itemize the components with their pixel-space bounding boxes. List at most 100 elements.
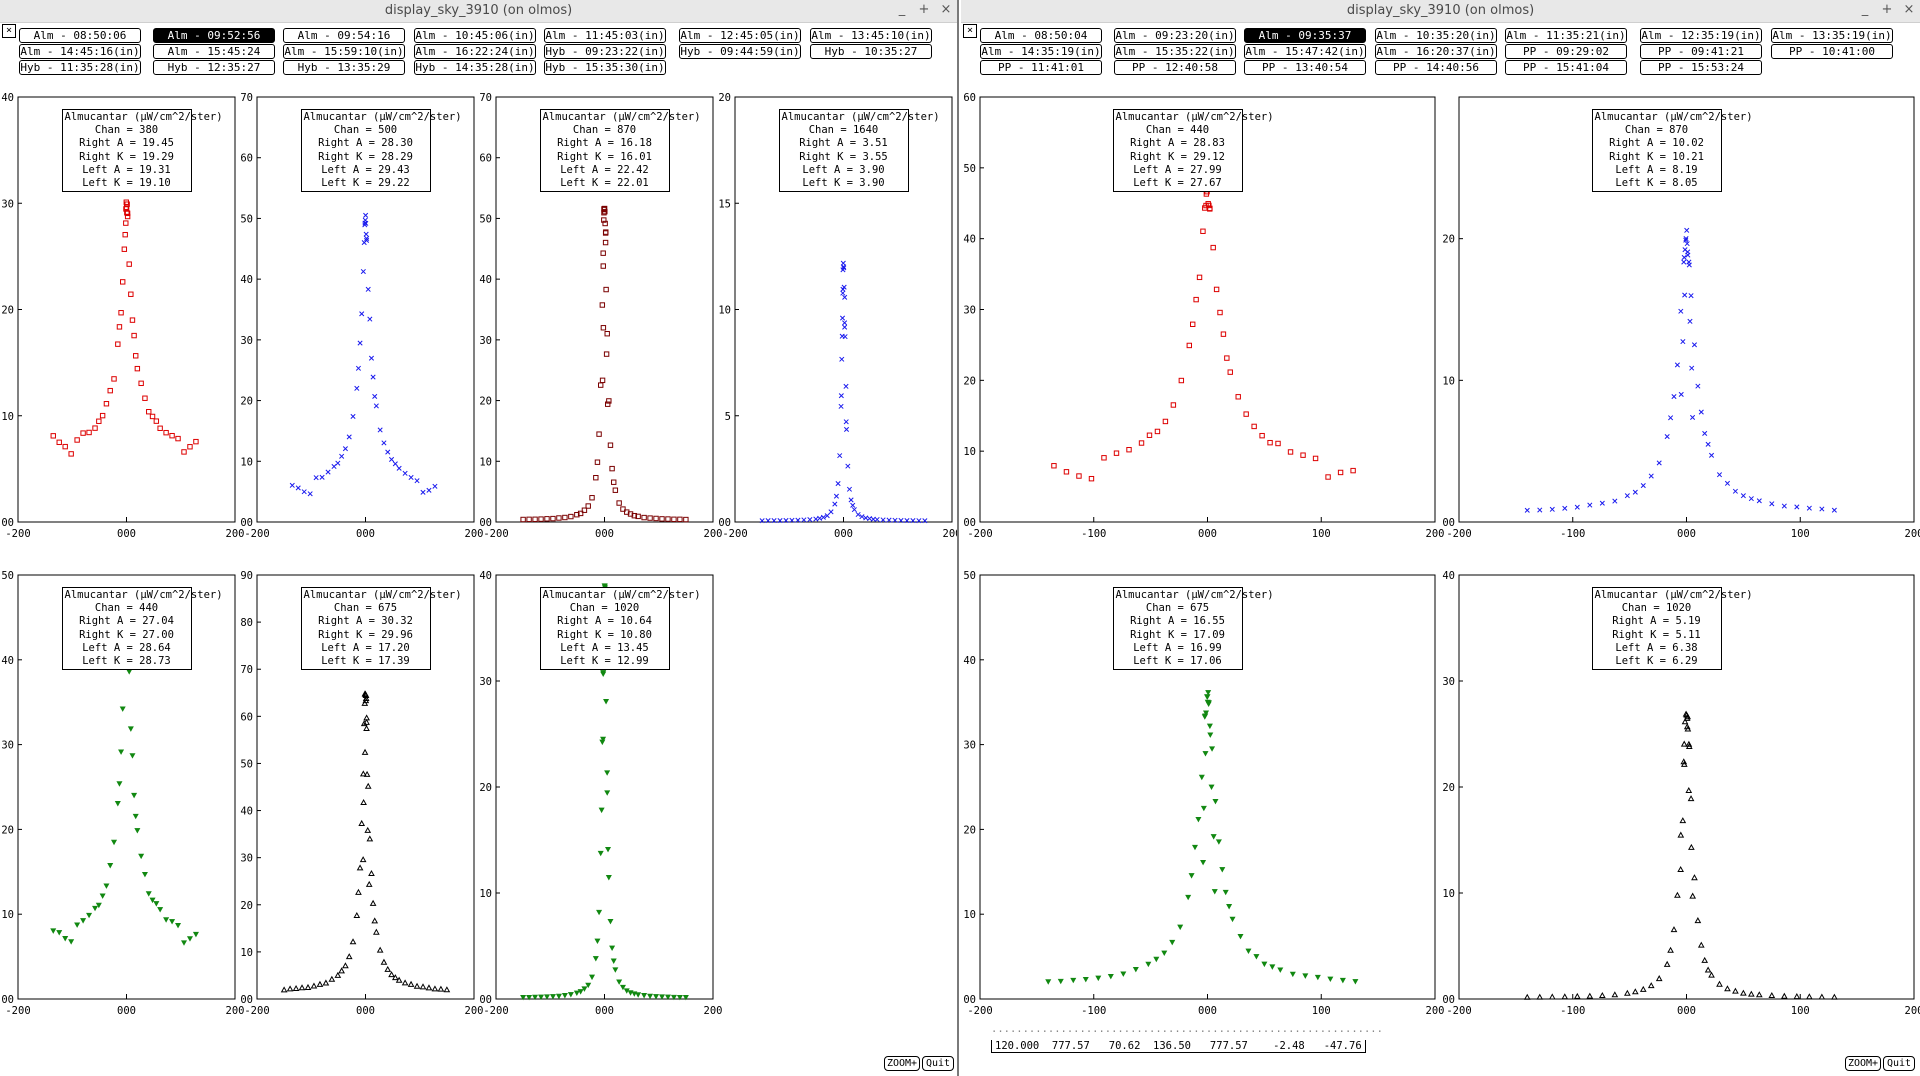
scan-button[interactable]: Alm - 13:45:10(in) [810, 28, 932, 43]
data-point [372, 393, 378, 400]
minimize-icon[interactable]: _ [898, 2, 906, 17]
data-point [391, 974, 399, 981]
data-point [1524, 507, 1530, 513]
scan-button[interactable]: Hyb - 10:35:27 [810, 44, 932, 59]
scan-button[interactable]: PP - 10:41:00 [1771, 44, 1893, 59]
scan-button[interactable]: PP - 09:41:21 [1640, 44, 1762, 59]
zoom-button[interactable]: ZOOM+ [884, 1056, 920, 1071]
data-point [842, 294, 848, 300]
scan-button[interactable]: Alm - 16:20:37(in) [1375, 44, 1497, 59]
scan-button[interactable]: Alm - 15:59:10(in) [283, 44, 405, 59]
legend-line: Left K = 17.06 [1133, 655, 1222, 668]
data-point [1202, 205, 1208, 211]
scan-button[interactable]: Alm - 16:22:24(in) [414, 44, 536, 59]
x-tick-label: 200 [704, 528, 723, 540]
y-tick-label: 5 [725, 411, 731, 423]
scan-button[interactable]: Alm - 08:50:06 [19, 28, 141, 43]
scan-button[interactable]: Alm - 09:54:16 [283, 28, 405, 43]
zoom-button[interactable]: ZOOM+ [1845, 1056, 1881, 1071]
almucantar-plot: 00 10 20 30 40 50 60 70 -200 000 200 Almucantar (µW… [479, 92, 722, 540]
data-point [96, 418, 102, 424]
data-point [86, 429, 92, 436]
data-point [1222, 889, 1229, 896]
data-point [1339, 977, 1346, 984]
data-point [129, 317, 136, 323]
corner-close-icon[interactable]: × [963, 24, 977, 38]
data-point [603, 286, 609, 293]
x-tick-label: -200 [967, 528, 992, 540]
scan-button[interactable]: Alm - 15:35:22(in) [1114, 44, 1236, 59]
data-point [1196, 274, 1203, 281]
scan-button[interactable]: Alm - 15:45:24 [153, 44, 275, 59]
legend-box: Almucantar (µW/cm^2/ster) Chan = 380 Right… [61, 109, 223, 193]
x-tick-label: 000 [117, 528, 136, 540]
data-point [1680, 760, 1688, 767]
scan-button[interactable]: Alm - 12:45:05(in) [679, 28, 801, 43]
right-titlebar[interactable]: display_sky_3910 (on olmos) _ + × [961, 0, 1920, 23]
scan-button[interactable]: Hyb - 11:35:28(in) [19, 60, 141, 75]
scan-button[interactable]: Alm - 10:35:20(in) [1375, 28, 1497, 43]
scan-button[interactable]: Alm - 11:45:03(in) [544, 28, 666, 43]
scan-button[interactable]: Alm - 09:52:56 [153, 28, 275, 43]
scan-button[interactable]: PP - 09:29:02 [1505, 44, 1627, 59]
data-point [801, 517, 807, 523]
corner-close-icon[interactable]: × [2, 24, 16, 38]
scan-button[interactable]: Hyb - 12:35:27 [153, 60, 275, 75]
y-tick-label: 30 [479, 676, 492, 688]
scan-button[interactable]: Alm - 13:35:19(in) [1771, 28, 1893, 43]
data-point [376, 946, 384, 953]
data-point [111, 376, 117, 382]
scan-button[interactable]: PP - 14:40:56 [1375, 60, 1497, 75]
data-point [1269, 964, 1276, 970]
scan-button[interactable]: Alm - 09:23:20(in) [1114, 28, 1236, 43]
scan-button[interactable]: Alm - 14:35:19(in) [980, 44, 1102, 59]
data-point [133, 353, 139, 359]
quit-button[interactable]: Quit [922, 1056, 954, 1071]
scan-button[interactable]: Alm - 15:47:42(in) [1244, 44, 1366, 59]
data-point [359, 856, 367, 863]
data-point [361, 748, 369, 755]
data-point [562, 514, 568, 521]
y-tick-label: 20 [1, 824, 14, 836]
x-tick-label: -100 [1560, 528, 1585, 540]
data-point [1126, 447, 1132, 453]
data-point [573, 990, 580, 997]
data-point [107, 387, 113, 394]
quit-button[interactable]: Quit [1883, 1056, 1915, 1071]
data-point [641, 993, 648, 999]
scan-button[interactable]: Hyb - 15:35:30(in) [544, 60, 666, 75]
scan-button[interactable]: Hyb - 14:35:28(in) [414, 60, 536, 75]
data-point [359, 311, 365, 317]
close-icon[interactable]: × [1903, 2, 1915, 17]
scan-button[interactable]: Hyb - 13:35:29 [283, 60, 405, 75]
data-point [114, 801, 121, 807]
scan-button[interactable]: PP - 13:40:54 [1244, 60, 1366, 75]
maximize-icon[interactable]: + [1881, 2, 1893, 17]
plot-canvas: 00 10 20 30 40 -200 000 200 [479, 570, 722, 1017]
scan-button[interactable]: PP - 15:41:04 [1505, 60, 1627, 75]
data-point [1683, 711, 1691, 718]
scan-button[interactable]: Alm - 08:50:04 [980, 28, 1102, 43]
legend-title: Almucantar (µW/cm^2/ster) [1115, 111, 1274, 123]
close-icon[interactable]: × [940, 2, 952, 17]
left-titlebar[interactable]: display_sky_3910 (on olmos) _ + × [0, 0, 957, 23]
data-point [1685, 740, 1693, 747]
scan-button[interactable]: Hyb - 09:23:22(in) [544, 44, 666, 59]
scan-button[interactable]: Alm - 14:45:16(in) [19, 44, 141, 59]
data-point [346, 434, 352, 440]
scan-button[interactable]: Alm - 10:45:06(in) [414, 28, 536, 43]
scan-button[interactable]: Alm - 12:35:19(in) [1640, 28, 1762, 43]
data-point [1691, 874, 1698, 881]
scan-button[interactable]: Alm - 11:35:21(in) [1505, 28, 1627, 43]
scan-button[interactable]: Alm - 09:35:37 [1244, 28, 1366, 43]
data-point [116, 324, 123, 330]
data-point [1793, 993, 1801, 1000]
scan-button[interactable]: Hyb - 09:44:59(in) [679, 44, 801, 59]
scan-button[interactable]: PP - 15:53:24 [1640, 60, 1762, 75]
minimize-icon[interactable]: _ [1861, 2, 1869, 17]
scan-button[interactable]: PP - 12:40:58 [1114, 60, 1236, 75]
maximize-icon[interactable]: + [918, 2, 930, 17]
scan-button[interactable]: PP - 11:41:01 [980, 60, 1102, 75]
data-point [1701, 956, 1709, 963]
y-tick-label: 30 [240, 335, 253, 347]
